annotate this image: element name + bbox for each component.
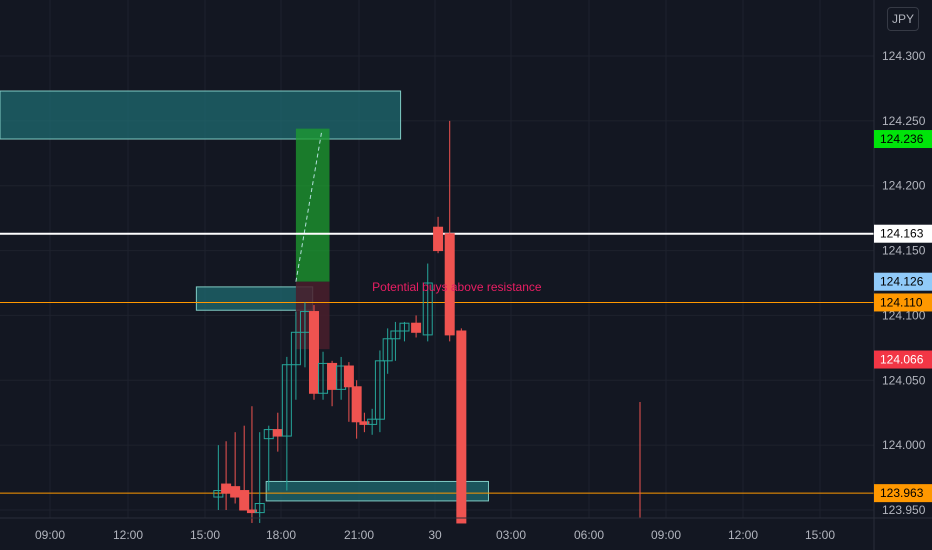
price-badge-bg [874,484,932,503]
price-badge-bg [874,130,932,149]
zone-box-3 [265,480,489,502]
price-badge-label: 124.126 [880,275,924,289]
candle [399,321,410,342]
candle-body [359,421,370,425]
candle [254,432,265,523]
candle-body [272,429,283,437]
candle-body [239,490,250,511]
x-tick-label: 09:00 [651,528,681,542]
candle [422,263,433,342]
candle [308,305,319,400]
price-badge: 124.066 [874,350,932,369]
candle [246,406,257,523]
y-tick-label: 124.300 [882,49,926,63]
candle-body [213,490,224,498]
price-badge: 124.163 [874,224,932,243]
candle [433,216,444,254]
zone-box-1 [0,90,402,140]
candle [343,362,354,422]
candle [382,328,393,374]
candle-body [343,365,354,388]
currency-selector[interactable]: JPY [887,7,919,31]
x-tick-label: 21:00 [344,528,374,542]
x-tick-label: 03:00 [496,528,526,542]
x-tick-label: 15:00 [805,528,835,542]
candle [374,350,385,433]
y-tick-label: 124.050 [882,373,926,387]
candle [444,120,455,342]
x-tick-label: 15:00 [190,528,220,542]
candle-body [246,509,257,514]
candle [290,311,301,400]
candle [281,356,292,491]
candle-body [290,331,301,366]
candle-body [221,483,232,494]
price-badge-bg [874,350,932,369]
zone-box-2 [195,286,314,311]
candle-body [444,233,455,336]
candle-body [390,330,401,340]
candle [213,445,224,510]
grid [0,0,874,518]
candle-body [351,386,362,423]
candle-body [367,418,378,425]
candle-body [254,503,265,514]
price-badge: 124.126 [874,272,932,291]
candle [351,380,362,439]
candle-body [399,322,410,332]
candle-body [411,322,422,333]
price-badge-bg [874,272,932,291]
candle-body [456,330,467,524]
candle [367,408,378,435]
candle-body [327,362,338,390]
price-badge-label: 124.163 [880,227,924,241]
candle [456,328,467,524]
y-tick-label: 124.150 [882,244,926,258]
candle-body [382,338,393,362]
price-badge-label: 123.963 [880,486,924,500]
candle [390,321,401,361]
candle-body [433,226,444,252]
candle [411,315,422,338]
long-position-target-zone [295,128,330,282]
price-badge-label: 124.066 [880,353,924,367]
price-badge: 123.963 [874,484,932,503]
candle [239,425,250,511]
candle [359,412,370,433]
y-tick-label: 124.100 [882,308,926,322]
price-badge-bg [874,293,932,312]
price-badge-bg [874,224,932,243]
long-position-path [295,132,322,282]
x-tick-label: 06:00 [574,528,604,542]
x-tick-label: 18:00 [266,528,296,542]
x-tick-label: 12:00 [113,528,143,542]
price-badge: 124.110 [874,293,932,312]
x-tick-label: 30 [428,528,442,542]
candle-body [422,282,433,336]
y-tick-label: 124.250 [882,114,926,128]
candle-body [230,486,241,498]
y-tick-label: 124.000 [882,438,926,452]
price-badge-label: 124.236 [880,132,924,146]
candle-body [308,311,319,394]
price-badge-label: 124.110 [880,295,923,309]
candle-body [281,364,292,437]
x-tick-label: 09:00 [35,528,65,542]
y-tick-label: 124.200 [882,179,926,193]
price-badge: 124.236 [874,130,932,149]
y-tick-label: 123.950 [882,503,926,517]
x-tick-label: 12:00 [728,528,758,542]
annotation-text: Potential buys above resistance [372,280,542,294]
candle-body [374,360,385,420]
